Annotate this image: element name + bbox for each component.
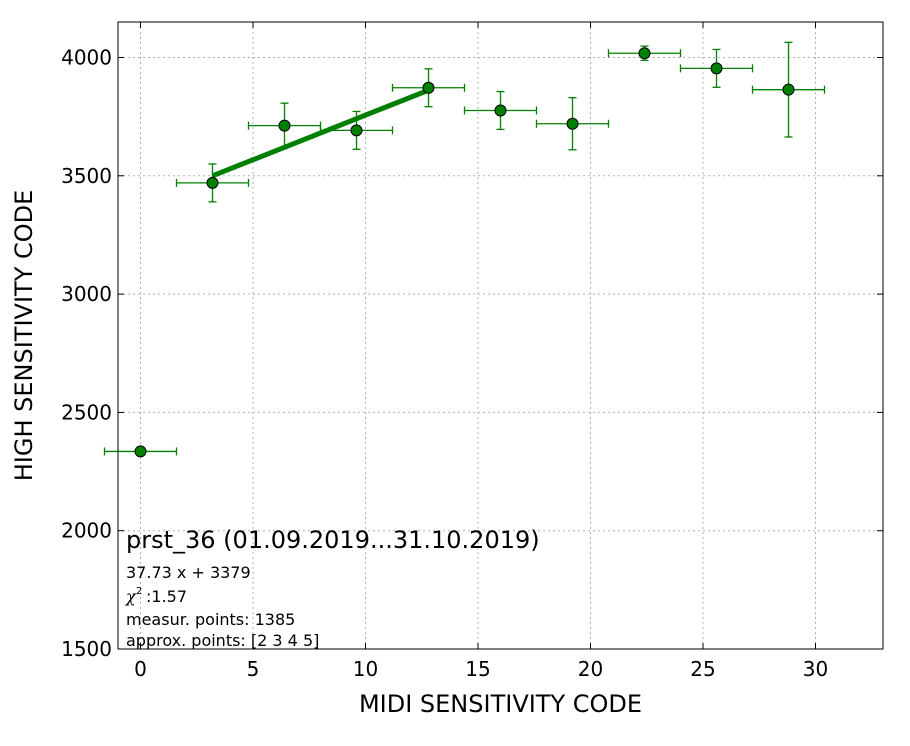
x-tick-label: 25 (690, 657, 715, 681)
plot-frame (117, 21, 884, 650)
chi-squared-exponent: 2 (136, 586, 142, 597)
y-tick-label: 3500 (61, 164, 112, 188)
data-point (278, 119, 291, 132)
y-tick-label: 2500 (61, 400, 112, 424)
data-point (422, 81, 435, 94)
annotation-approx-points: approx. points: [2 3 4 5] (126, 631, 319, 650)
annotations: prst_36 (01.09.2019...31.10.2019) 37.73 … (125, 526, 540, 650)
y-tick-label: 2000 (61, 519, 112, 543)
data-point (494, 104, 507, 117)
x-tick-label: 0 (134, 657, 147, 681)
y-tick-label: 4000 (61, 45, 112, 69)
chi-squared-symbol: χ (125, 587, 137, 606)
x-tick-label: 15 (465, 657, 490, 681)
data-point (566, 117, 579, 130)
data-point (638, 47, 651, 60)
x-tick-label: 5 (247, 657, 260, 681)
annotation-equation: 37.73 x + 3379 (126, 563, 251, 582)
x-axis-label: MIDI SENSITIVITY CODE (359, 690, 642, 718)
y-tick-label: 1500 (61, 637, 112, 661)
data-points (103, 41, 826, 458)
y-tick-label: 3000 (61, 282, 112, 306)
data-point (782, 83, 795, 96)
data-point (134, 445, 147, 458)
data-point (710, 62, 723, 75)
x-tick-label: 20 (578, 657, 603, 681)
data-point (350, 124, 363, 137)
y-axis-label: HIGH SENSITIVITY CODE (10, 190, 38, 482)
x-tick-label: 30 (803, 657, 828, 681)
annotation-chi2: :1.57 (146, 587, 187, 606)
annotation-measured-points: measur. points: 1385 (126, 610, 295, 629)
x-tick-label: 10 (353, 657, 378, 681)
data-point (206, 176, 219, 189)
ticks: 0 5 10 15 20 25 30 1500 2000 2500 3000 3500 4000 (61, 22, 883, 681)
annotation-title: prst_36 (01.09.2019...31.10.2019) (126, 526, 540, 554)
